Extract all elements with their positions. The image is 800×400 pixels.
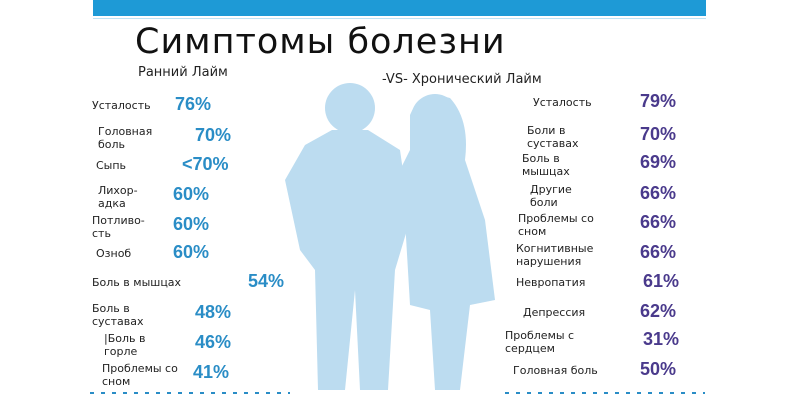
- symptom-label: Головная боль: [98, 125, 153, 151]
- chronic-symptom-item: Депрессия 62%: [523, 301, 676, 321]
- dotted-divider-left: [90, 392, 290, 394]
- chronic-symptom-item: Другие боли 66%: [530, 183, 676, 209]
- symptom-percent: 54%: [248, 271, 285, 291]
- early-symptom-item: Боль в мышцах 54%: [92, 271, 284, 291]
- symptom-percent: 61%: [643, 271, 680, 291]
- symptom-percent: 60%: [173, 242, 210, 262]
- symptom-label: Депрессия: [523, 306, 586, 319]
- dotted-divider-right: [505, 392, 705, 394]
- chronic-symptom-item: Боли в суставах 70%: [527, 124, 676, 150]
- man-body: [285, 130, 410, 390]
- symptom-percent: 31%: [643, 329, 680, 349]
- symptom-label: Потливо- сть: [92, 214, 145, 240]
- early-symptom-item: Озноб 60%: [96, 242, 209, 262]
- symptom-label: Усталость: [92, 99, 151, 112]
- symptom-label: Сыпь: [96, 159, 127, 172]
- symptom-label: Боли в суставах: [527, 124, 579, 150]
- symptom-percent: 60%: [173, 214, 210, 234]
- early-symptom-item: Потливо- сть 60%: [92, 214, 209, 240]
- chronic-symptom-item: Головная боль 50%: [513, 359, 676, 379]
- divider: [93, 18, 706, 19]
- symptom-percent: 66%: [640, 183, 677, 203]
- early-symptom-item: Головная боль 70%: [98, 125, 231, 151]
- symptom-percent: 46%: [195, 332, 232, 352]
- early-lyme-label: Ранний Лайм: [138, 65, 228, 80]
- symptom-percent: 66%: [640, 242, 677, 262]
- symptom-label: Проблемы со сном: [102, 362, 178, 388]
- symptom-label: Когнитивные нарушения: [516, 242, 594, 268]
- symptom-label: Проблемы со сном: [518, 212, 594, 238]
- symptom-label: Боль в мышцах: [522, 152, 570, 178]
- symptom-label: Головная боль: [513, 364, 598, 377]
- chronic-symptom-item: Проблемы со сном 66%: [518, 212, 676, 238]
- woman-body: [390, 96, 495, 390]
- symptom-label: Лихор- адка: [98, 184, 138, 210]
- chronic-symptom-item: Проблемы с сердцем 31%: [505, 329, 679, 355]
- early-symptom-item: Проблемы со сном 41%: [102, 362, 229, 388]
- symptom-label: Проблемы с сердцем: [505, 329, 575, 355]
- chronic-symptom-item: Усталость 79%: [533, 91, 676, 111]
- chronic-symptom-item: Невропатия 61%: [516, 271, 679, 291]
- symptom-percent: 69%: [640, 152, 677, 172]
- symptom-label: Озноб: [96, 247, 132, 260]
- symptom-label: |Боль в горле: [104, 332, 146, 358]
- early-symptom-item: Лихор- адка 60%: [98, 184, 209, 210]
- symptom-percent: 50%: [640, 359, 677, 379]
- early-symptom-item: Усталость 76%: [92, 94, 211, 114]
- chronic-symptom-item: Когнитивные нарушения 66%: [516, 242, 676, 268]
- symptom-percent: 62%: [640, 301, 677, 321]
- chronic-symptom-item: Боль в мышцах 69%: [522, 152, 676, 178]
- man-head: [325, 83, 375, 133]
- early-symptom-item: |Боль в горле 46%: [104, 332, 231, 358]
- symptom-percent: 76%: [175, 94, 212, 114]
- couple-silhouette: [285, 83, 495, 390]
- symptom-percent: 41%: [193, 362, 230, 382]
- page-title: Симптомы болезни: [135, 22, 506, 62]
- symptom-label: Усталость: [533, 96, 592, 109]
- symptom-label: Другие боли: [530, 183, 572, 209]
- symptom-percent: 70%: [195, 125, 232, 145]
- symptom-percent: 66%: [640, 212, 677, 232]
- chronic-lyme-label: -VS- Хронический Лайм: [382, 72, 542, 87]
- top-bar: [93, 0, 706, 16]
- symptom-label: Невропатия: [516, 276, 586, 289]
- symptom-percent: 48%: [195, 302, 232, 322]
- early-symptom-item: Боль в суставах 48%: [92, 302, 231, 328]
- symptom-percent: 79%: [640, 91, 677, 111]
- symptom-percent: 70%: [640, 124, 677, 144]
- symptom-label: Боль в суставах: [92, 302, 144, 328]
- symptom-label: Боль в мышцах: [92, 276, 182, 289]
- symptom-percent: 60%: [173, 184, 210, 204]
- early-symptom-item: Сыпь <70%: [96, 154, 229, 174]
- symptom-percent: <70%: [182, 154, 229, 174]
